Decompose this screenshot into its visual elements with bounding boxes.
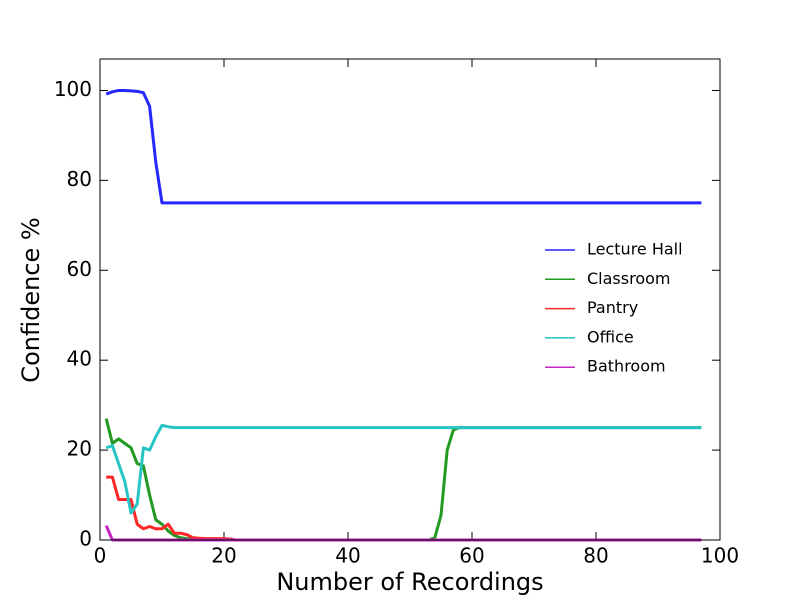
x-tick-label: 80 (583, 544, 608, 568)
legend-label: Classroom (587, 269, 670, 288)
y-tick-label: 60 (67, 257, 92, 281)
series-line (105, 423, 702, 515)
y-tick-label: 40 (67, 347, 92, 371)
legend-label: Pantry (587, 298, 638, 317)
x-tick-label: 20 (211, 544, 236, 568)
series-line (106, 475, 702, 542)
y-tick-label: 80 (67, 167, 92, 191)
x-tick-label: 60 (459, 544, 484, 568)
plot-frame (99, 58, 721, 541)
legend-label: Bathroom (587, 357, 666, 376)
x-tick-label: 100 (701, 544, 739, 568)
series-line (105, 88, 702, 205)
x-tick-label: 40 (335, 544, 360, 568)
x-tick-label: 0 (94, 544, 107, 568)
y-axis-label: Confidence % (17, 217, 45, 382)
legend-label: Office (587, 327, 634, 346)
series-line (104, 418, 702, 542)
y-tick-label: 20 (67, 437, 92, 461)
y-tick-label: 0 (79, 527, 92, 551)
legend-label: Lecture Hall (587, 240, 683, 259)
x-axis-label: Number of Recordings (276, 568, 543, 596)
y-tick-label: 100 (54, 77, 92, 101)
